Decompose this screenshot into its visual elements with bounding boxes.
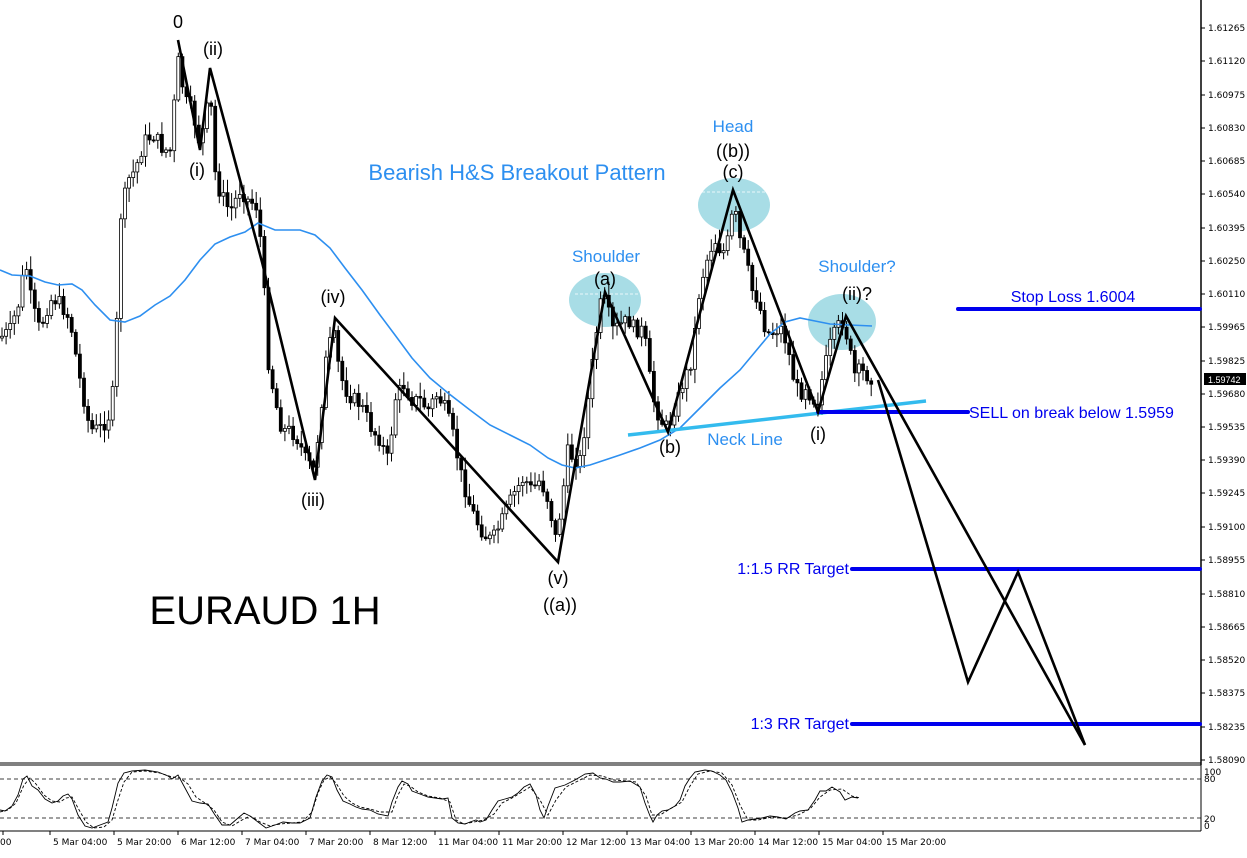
trade-levels: Stop Loss 1.6004 SELL on break below 1.59… bbox=[737, 289, 1202, 733]
pattern-label: Shoulder bbox=[572, 247, 640, 266]
price-tick-label: 1.58520 bbox=[1208, 656, 1245, 666]
price-tick-label: 1.59535 bbox=[1208, 423, 1245, 433]
time-tick-label: 14 Mar 12:00 bbox=[758, 838, 818, 848]
price-tick-label: 1.60250 bbox=[1208, 257, 1245, 267]
time-tick-label: 7 Mar 04:00 bbox=[245, 838, 300, 848]
time-tick-label: 5 Mar 20:00 bbox=[117, 838, 172, 848]
wave-label: (c) bbox=[723, 162, 744, 182]
stochastic-signal-line bbox=[0, 770, 861, 829]
wave-label: (ii) bbox=[203, 39, 223, 59]
time-axis: 00 5 Mar 04:00 5 Mar 20:00 6 Mar 12:00 7 Mar… bbox=[0, 831, 946, 848]
price-tick-label: 1.60395 bbox=[1208, 224, 1245, 234]
time-tick-label: 11 Mar 04:00 bbox=[438, 838, 498, 848]
price-tick-label: 1.58375 bbox=[1208, 689, 1245, 699]
trade-level-label: SELL on break below 1.5959 bbox=[969, 405, 1174, 422]
price-tick-label: 1.59245 bbox=[1208, 489, 1245, 499]
price-tick-label: 1.59965 bbox=[1208, 323, 1245, 333]
stochastic-main-line bbox=[0, 769, 859, 829]
price-tick-label: 1.58955 bbox=[1208, 556, 1245, 566]
price-tick-label: 1.60975 bbox=[1208, 91, 1245, 101]
price-tick-label: 1.58810 bbox=[1208, 590, 1245, 600]
current-price-badge: 1.59742 bbox=[1204, 373, 1246, 385]
stoch-label-0: 0 bbox=[1204, 822, 1210, 832]
time-tick-label: 15 Mar 20:00 bbox=[886, 838, 946, 848]
wave-label: ((b)) bbox=[716, 141, 750, 161]
time-tick-label: 00 bbox=[0, 838, 12, 848]
chart-title: EURAUD 1H bbox=[149, 589, 380, 633]
time-tick-label: 12 Mar 12:00 bbox=[566, 838, 626, 848]
elliott-wave-path bbox=[176, 39, 1087, 746]
wave-label: (v) bbox=[548, 568, 569, 588]
time-tick-label: 15 Mar 04:00 bbox=[822, 838, 882, 848]
time-tick-label: 8 Mar 12:00 bbox=[373, 838, 428, 848]
price-tick-label: 1.61265 bbox=[1208, 24, 1245, 34]
svg-text:1.59742: 1.59742 bbox=[1208, 375, 1241, 385]
pattern-label: Shoulder? bbox=[818, 257, 896, 276]
pattern-label: Neck Line bbox=[707, 430, 783, 449]
price-tick-label: 1.58090 bbox=[1208, 756, 1245, 766]
wave-label: (i) bbox=[189, 160, 205, 180]
price-tick-label: 1.58235 bbox=[1208, 723, 1245, 733]
pattern-title: Bearish H&S Breakout Pattern bbox=[368, 160, 665, 185]
price-tick-label: 1.59100 bbox=[1208, 523, 1245, 533]
time-tick-label: 6 Mar 12:00 bbox=[181, 838, 236, 848]
wave-label: (a) bbox=[594, 269, 616, 289]
price-tick-label: 1.60830 bbox=[1208, 124, 1245, 134]
wave-label: ((a)) bbox=[543, 595, 577, 615]
price-tick-label: 1.60685 bbox=[1208, 157, 1245, 167]
main-plot-area bbox=[0, 0, 1201, 760]
price-tick-label: 1.61120 bbox=[1208, 57, 1245, 67]
time-tick-label: 11 Mar 20:00 bbox=[502, 838, 562, 848]
candlesticks bbox=[0, 52, 874, 545]
trade-level-label: 1:3 RR Target bbox=[751, 716, 850, 733]
wave-label: (b) bbox=[659, 437, 681, 457]
wave-label: (iii) bbox=[301, 490, 325, 510]
neck-line bbox=[627, 399, 927, 437]
projected-wave-path bbox=[876, 379, 1087, 746]
trade-level-label: Stop Loss 1.6004 bbox=[1011, 289, 1136, 306]
price-tick-label: 1.60540 bbox=[1208, 190, 1245, 200]
stoch-label-80: 80 bbox=[1204, 775, 1216, 785]
time-tick-label: 13 Mar 04:00 bbox=[630, 838, 690, 848]
wave-label: 0 bbox=[173, 12, 183, 32]
head-highlight bbox=[698, 178, 770, 232]
wave-labels: 0 (ii) (i) (iv) (iii) (v) ((a)) (a) (b) ((b))(c) (… bbox=[173, 12, 872, 615]
stoch-label-20: 20 bbox=[1204, 815, 1216, 825]
time-tick-label: 7 Mar 20:00 bbox=[309, 838, 364, 848]
wave-label: (ii)? bbox=[842, 284, 872, 304]
price-tick-label: 1.59680 bbox=[1208, 390, 1245, 400]
price-tick-label: 1.59825 bbox=[1208, 357, 1245, 367]
price-tick-label: 1.58665 bbox=[1208, 623, 1245, 633]
pattern-label: Head bbox=[713, 117, 754, 136]
oscillator-panel: 100 80 20 0 bbox=[0, 762, 1221, 832]
stoch-label-100: 100 bbox=[1204, 768, 1221, 778]
pattern-labels: Head Shoulder Shoulder? Neck Line bbox=[572, 117, 896, 449]
price-axis: 1.61265 1.61120 1.60975 1.60830 1.60685 1.605… bbox=[1201, 24, 1245, 766]
time-tick-label: 5 Mar 04:00 bbox=[53, 838, 108, 848]
price-tick-label: 1.59390 bbox=[1208, 456, 1245, 466]
trade-level-label: 1:1.5 RR Target bbox=[737, 561, 849, 578]
price-tick-label: 1.60110 bbox=[1208, 290, 1245, 300]
time-tick-label: 13 Mar 20:00 bbox=[694, 838, 754, 848]
moving-average-line bbox=[0, 222, 873, 469]
wave-label: (i) bbox=[810, 424, 826, 444]
wave-label: (iv) bbox=[321, 287, 346, 307]
